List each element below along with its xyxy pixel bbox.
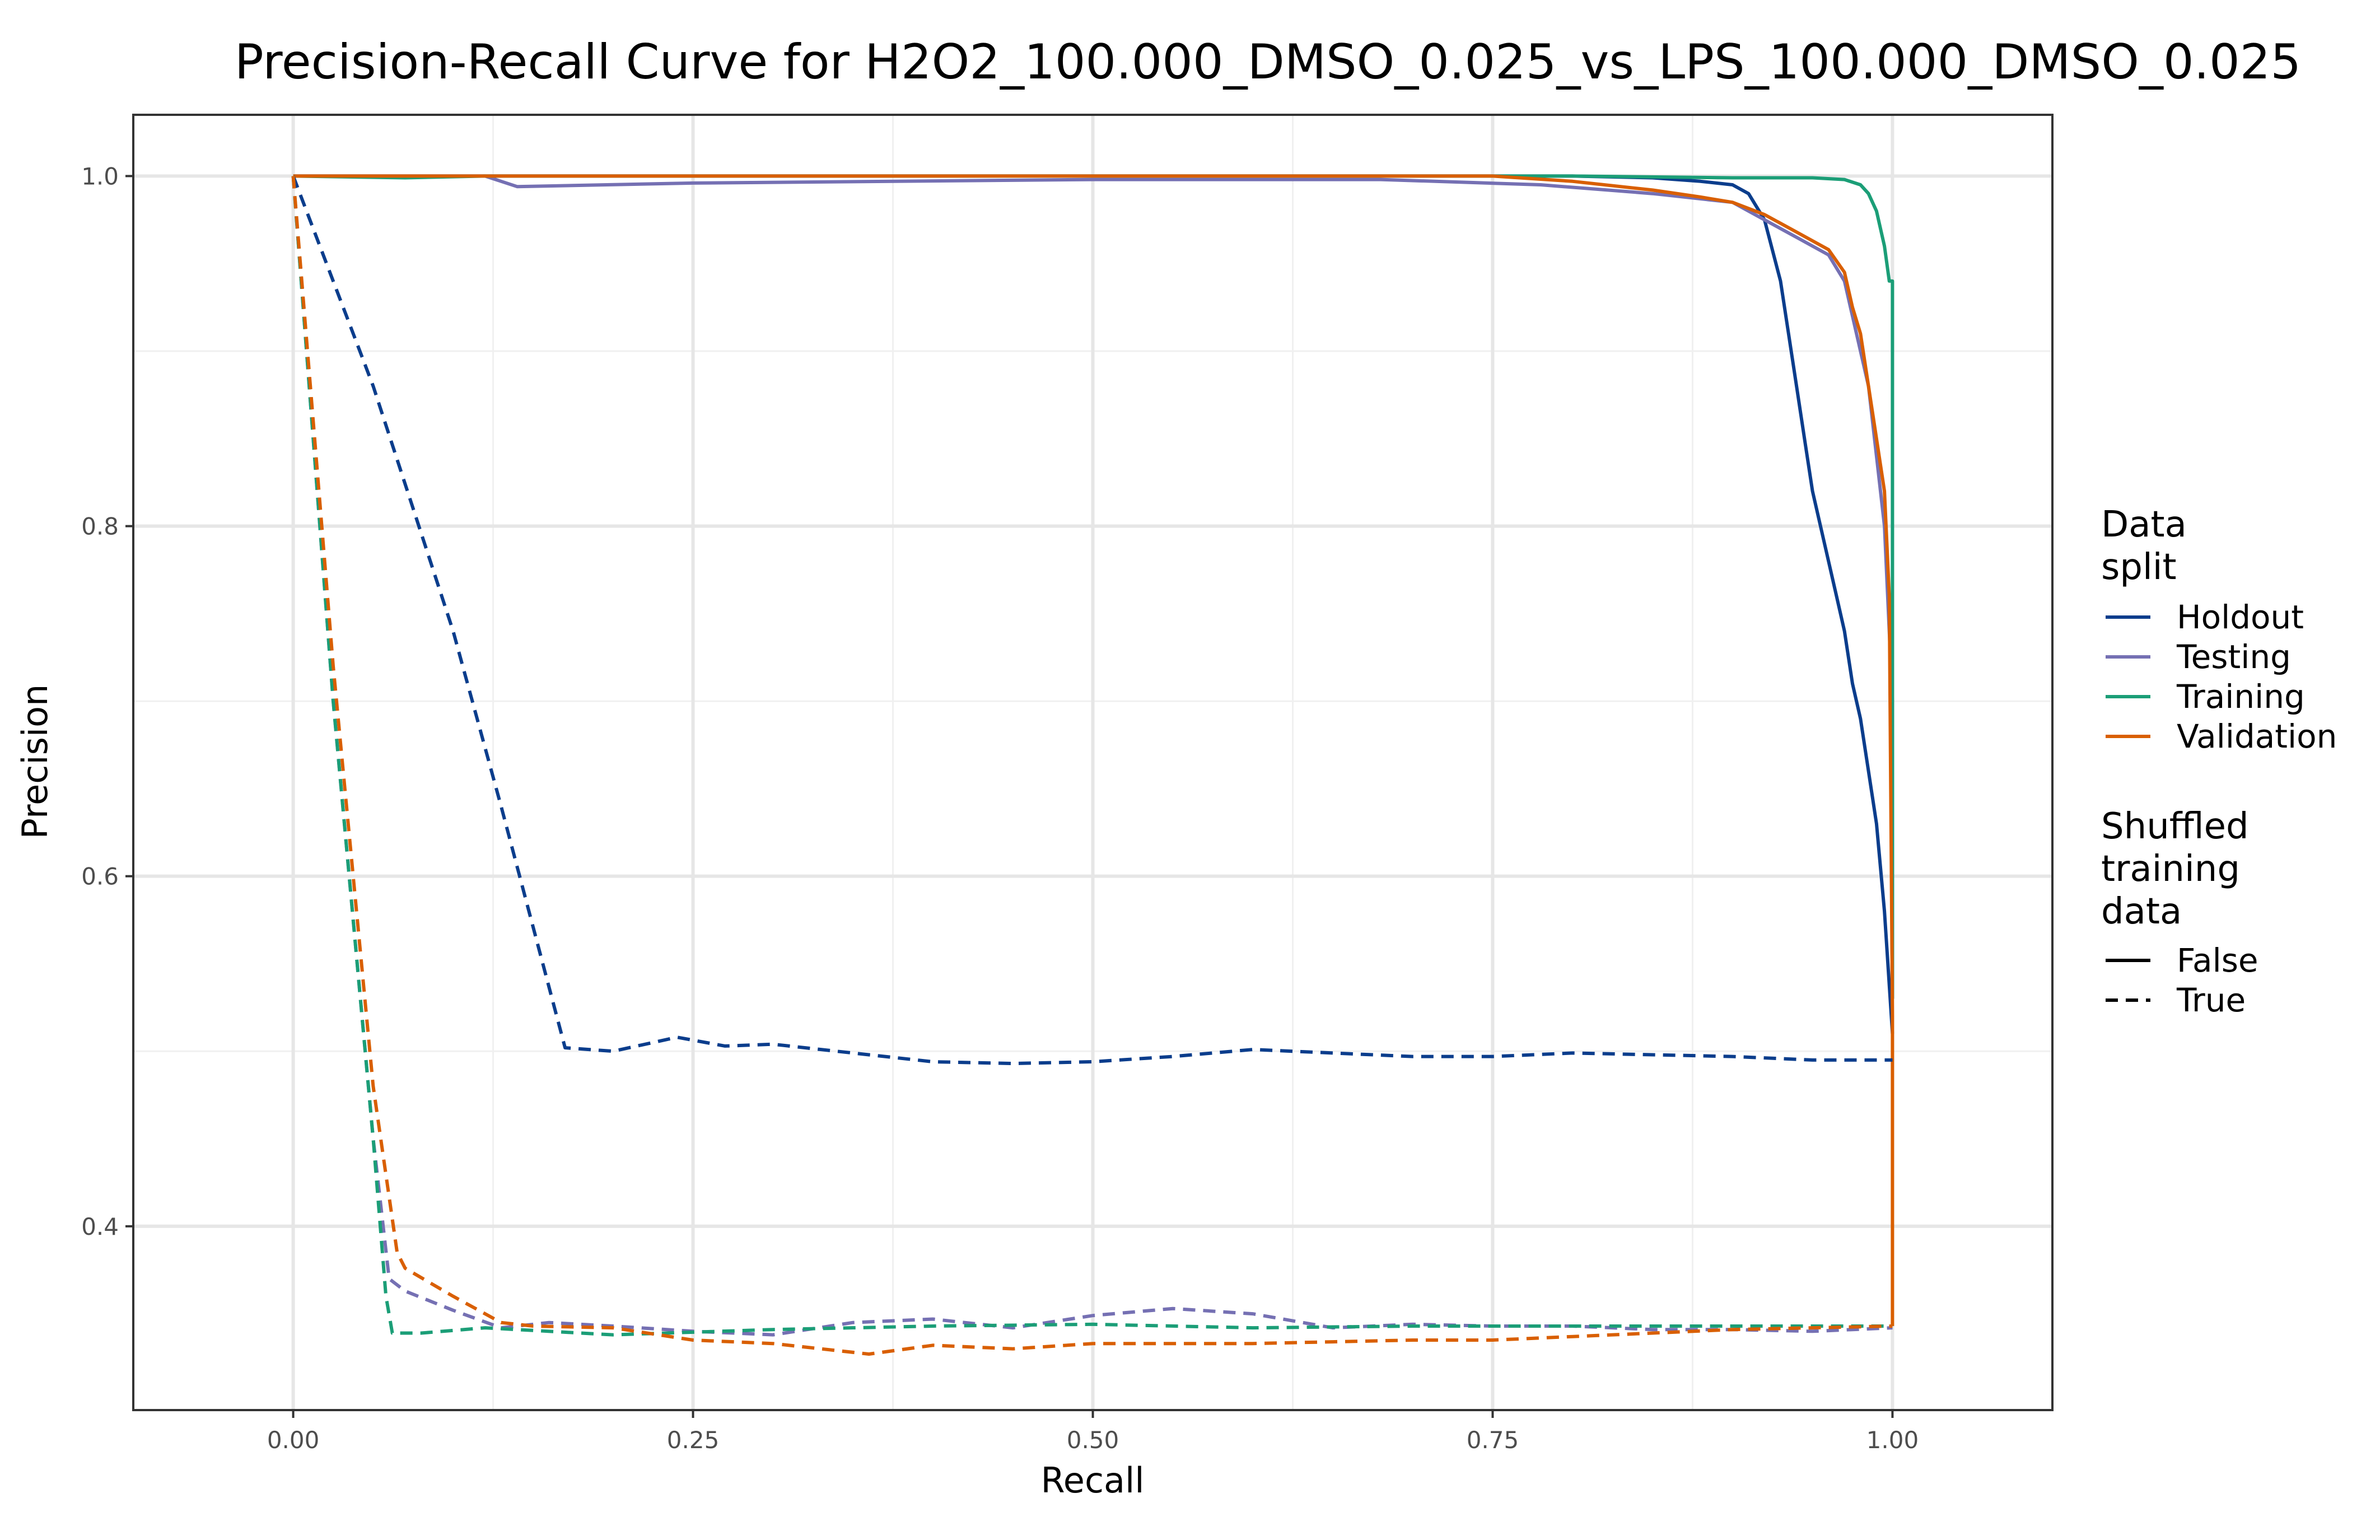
legend-title-linetype: training (2101, 848, 2240, 890)
legend-title-linetype: data (2101, 891, 2182, 932)
y-tick-label: 1.0 (81, 162, 119, 190)
series-line-testing-unshuffled (293, 174, 1894, 999)
legend-label-holdout: Holdout (2177, 598, 2304, 636)
legend-label-validation: Validation (2177, 717, 2337, 755)
legend-title-color: Data (2101, 504, 2187, 545)
plot-panel: 0.00 0.25 0.50 0.75 1.00 0.4 0.6 0.8 1.0 (81, 114, 2054, 1454)
x-tick-label: 1.00 (1866, 1426, 1919, 1454)
series-line-holdout-shuffled (291, 175, 1893, 1066)
legend-title-linetype: Shuffled (2101, 806, 2249, 847)
legend-label-training: Training (2176, 678, 2305, 716)
x-tick-label: 0.75 (1467, 1426, 1519, 1454)
panel-border (132, 114, 2054, 1411)
x-axis-title: Recall (1041, 1460, 1145, 1501)
y-tick-label: 0.8 (81, 513, 119, 540)
y-tick-label: 0.4 (81, 1213, 119, 1240)
series-line-validation-unshuffled (293, 174, 1894, 1326)
x-tick-label: 0.00 (267, 1426, 320, 1454)
legend-label-testing: Testing (2176, 638, 2291, 676)
legend: DatasplitHoldoutTestingTrainingValidatio… (2101, 504, 2337, 1019)
y-tick-label: 0.6 (81, 863, 119, 890)
chart-title: Precision-Recall Curve for H2O2_100.000_… (235, 34, 2301, 90)
legend-title-color: split (2101, 547, 2177, 588)
legend-label-true: True (2176, 981, 2246, 1019)
legend-label-false: False (2177, 941, 2258, 979)
y-axis-title: Precision (15, 684, 55, 839)
series-line-training-shuffled (291, 176, 1893, 1337)
x-tick-label: 0.25 (667, 1426, 720, 1454)
x-tick-label: 0.50 (1067, 1426, 1119, 1454)
